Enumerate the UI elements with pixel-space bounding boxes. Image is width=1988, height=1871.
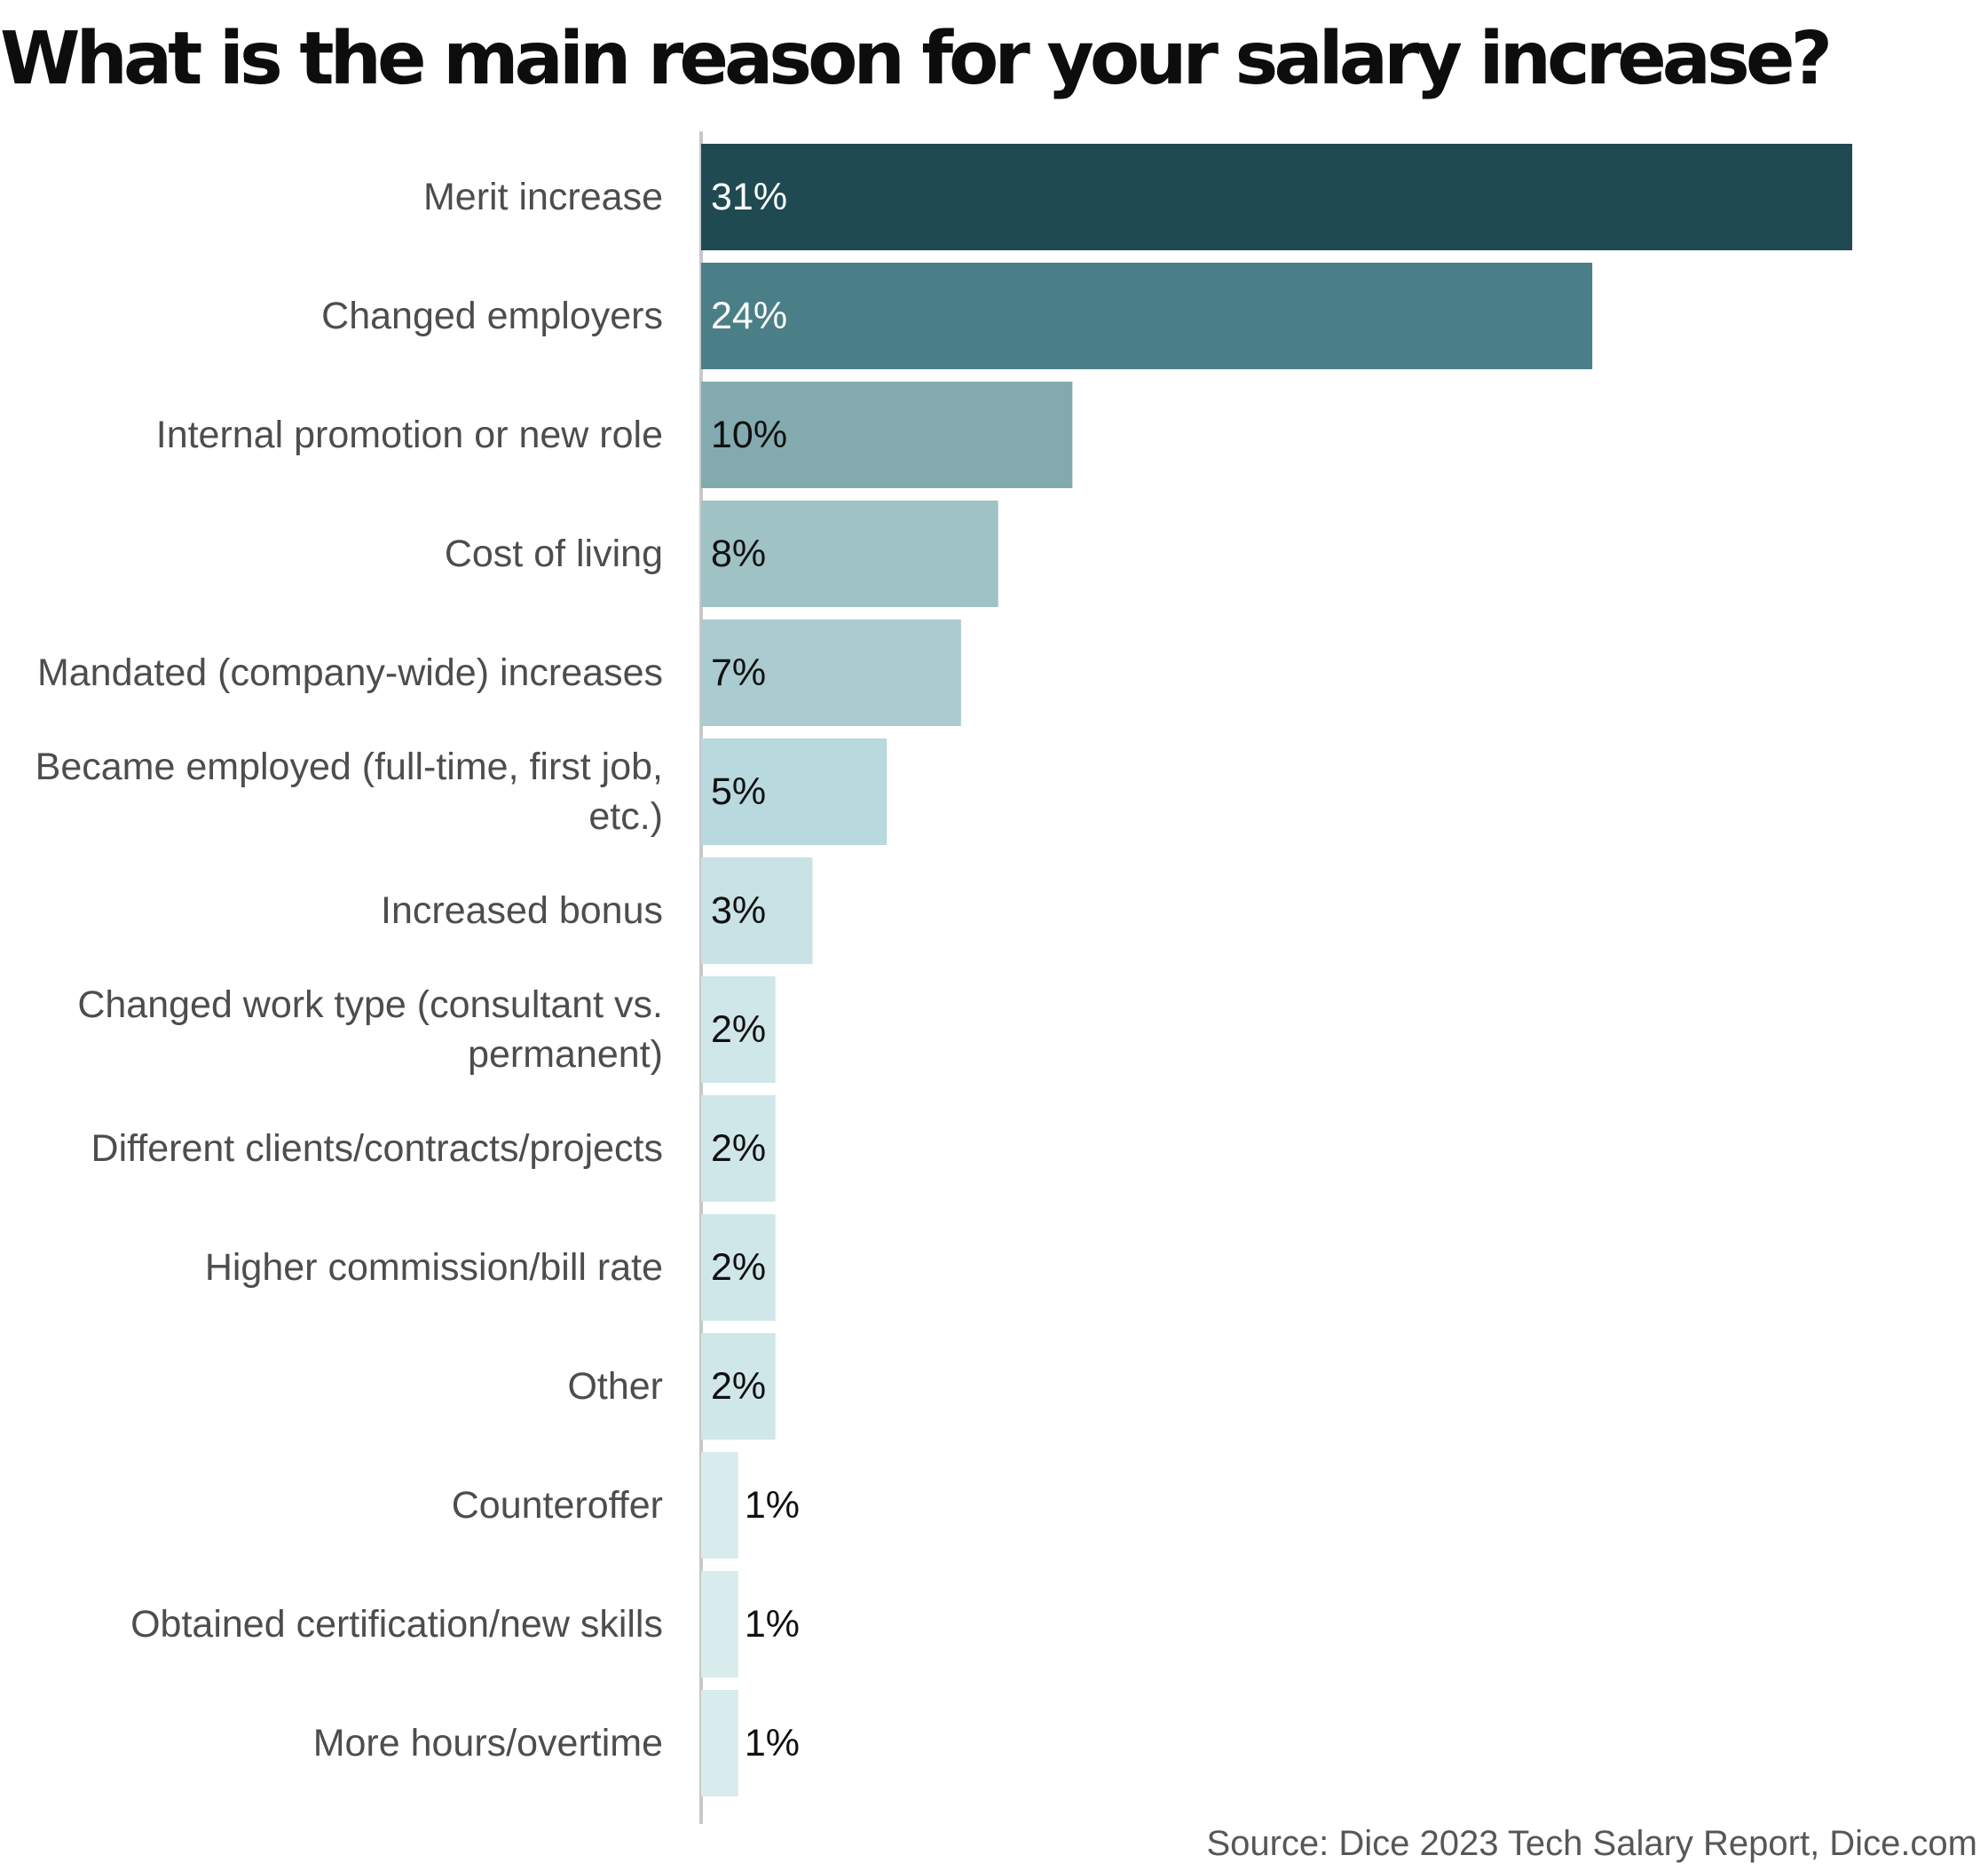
source-note: Source: Dice 2023 Tech Salary Report, Di…	[1206, 1824, 1977, 1863]
bar	[701, 1095, 776, 1202]
value-label: 1%	[745, 1484, 800, 1527]
value-label: 3%	[711, 889, 766, 932]
value-label: 10%	[711, 414, 787, 456]
bar	[701, 738, 888, 845]
bar	[701, 1452, 738, 1559]
category-label: Changed employers	[321, 295, 663, 337]
value-label: 24%	[711, 295, 787, 337]
category-label: Mandated (company-wide) increases	[37, 651, 663, 694]
bar	[701, 501, 998, 607]
value-label: 2%	[711, 1127, 766, 1170]
bar	[701, 1571, 738, 1678]
category-label: Increased bonus	[381, 889, 663, 932]
bar	[701, 263, 1593, 369]
value-label: 5%	[711, 770, 766, 813]
category-label: Different clients/contracts/projects	[91, 1127, 663, 1170]
bar	[701, 620, 961, 726]
bar	[701, 976, 776, 1083]
value-label: 2%	[711, 1008, 766, 1051]
bar	[701, 382, 1073, 488]
value-label: 31%	[711, 176, 787, 218]
category-label: Internal promotion or new role	[156, 414, 663, 456]
value-label: 7%	[711, 651, 766, 694]
bar	[701, 144, 1852, 250]
bar-chart: 31% Merit increase 24% Changed employers 10%…	[36, 131, 1852, 1824]
category-label: Obtained certification/new skills	[130, 1603, 663, 1646]
chart-title: What is the main reason for your salary …	[0, 17, 1833, 101]
category-label: More hours/overtime	[313, 1722, 663, 1764]
category-label: Counteroffer	[452, 1484, 663, 1527]
category-label: Merit increase	[423, 176, 663, 218]
category-label: Changed work type (consultant vs. permane…	[77, 983, 663, 1076]
category-label: Other	[567, 1365, 663, 1408]
value-label: 1%	[745, 1603, 800, 1646]
bar	[701, 857, 813, 964]
category-label: Cost of living	[445, 533, 663, 575]
category-label: Became employed (full-time, first job, et…	[36, 746, 663, 838]
value-label: 2%	[711, 1246, 766, 1289]
bar	[701, 1333, 776, 1440]
value-label: 8%	[711, 533, 766, 575]
value-label: 2%	[711, 1365, 766, 1408]
bar	[701, 1690, 738, 1796]
bar	[701, 1214, 776, 1321]
category-label: Higher commission/bill rate	[205, 1246, 663, 1289]
value-label: 1%	[745, 1722, 800, 1764]
